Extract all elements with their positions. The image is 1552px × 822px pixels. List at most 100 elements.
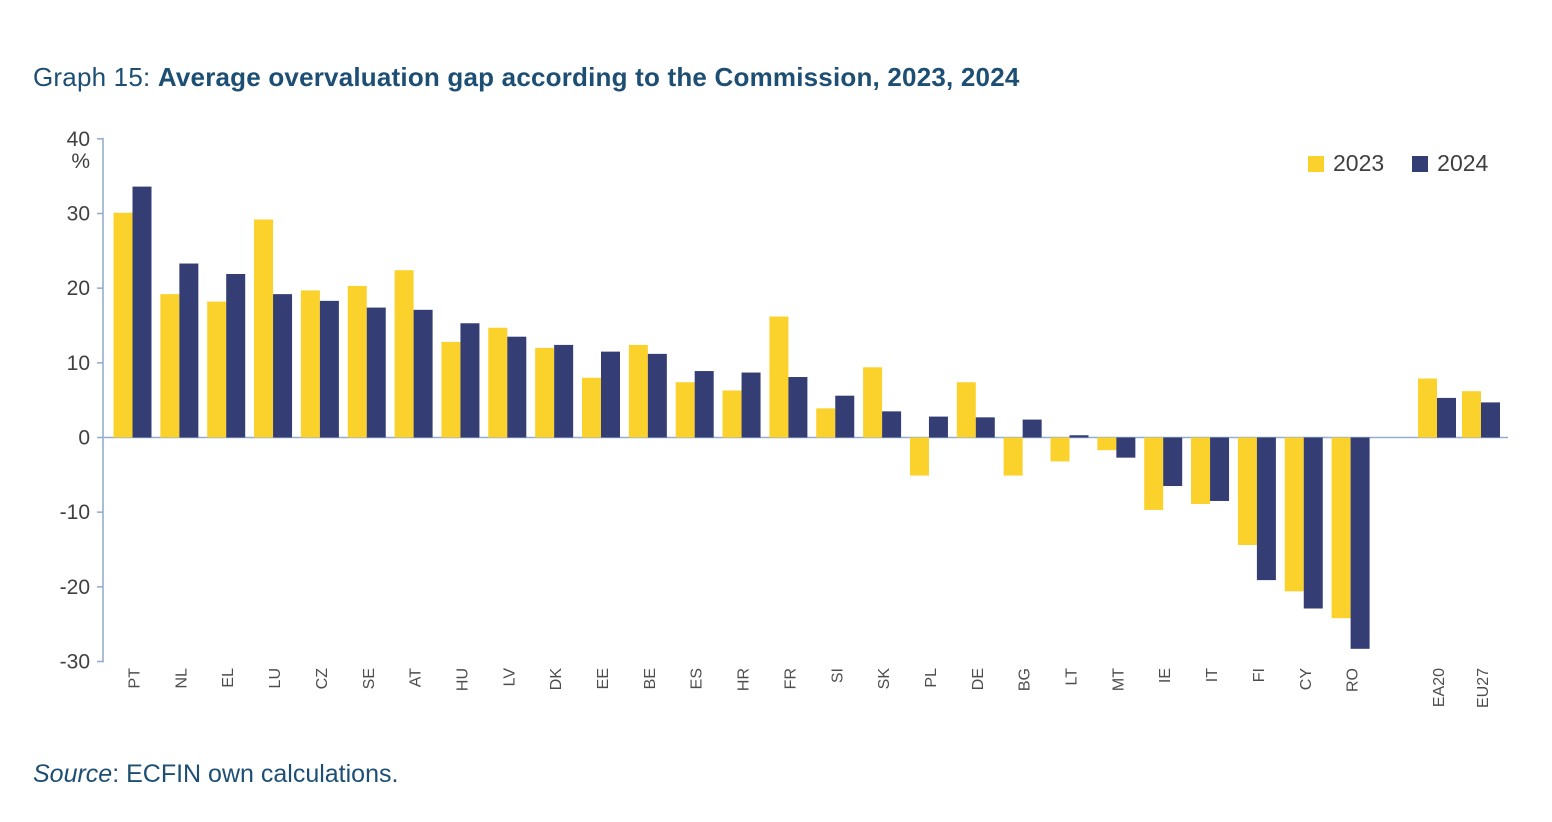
bar-IT-2023 [1191, 437, 1211, 504]
bar-HU-2024 [460, 323, 480, 438]
bar-DK-2023 [535, 347, 555, 438]
bar-ES-2023 [675, 382, 695, 438]
x-axis-label-ES: ES [689, 668, 706, 689]
x-axis-label-LU: LU [267, 668, 284, 688]
x-axis-label-DK: DK [548, 668, 565, 691]
legend-item-2023: 2023 [1308, 150, 1384, 177]
bar-BE-2024 [647, 353, 667, 438]
bar-LT-2024 [1069, 435, 1089, 438]
y-axis-tick-label: -30 [60, 651, 90, 674]
y-axis-tick-label: -20 [60, 576, 90, 599]
bar-MT-2024 [1116, 437, 1136, 458]
bar-BG-2023 [1003, 437, 1023, 476]
bar-PL-2024 [928, 416, 948, 438]
x-axis-label-SI: SI [829, 668, 846, 683]
bar-HR-2023 [722, 390, 742, 438]
legend-label-2024: 2024 [1437, 150, 1489, 176]
x-axis-label-IT: IT [1204, 668, 1221, 682]
bar-ES-2024 [694, 371, 714, 438]
bar-IE-2023 [1144, 437, 1164, 510]
bar-EE-2024 [601, 351, 620, 438]
bar-LU-2023 [254, 219, 274, 438]
bar-PL-2023 [909, 437, 929, 476]
x-axis-label-HR: HR [736, 668, 753, 691]
bar-EL-2024 [226, 273, 246, 438]
bar-FI-2023 [1237, 437, 1257, 546]
bar-FR-2023 [769, 316, 789, 438]
x-axis-label-SE: SE [361, 668, 378, 689]
bar-CY-2023 [1284, 437, 1304, 592]
bar-SE-2023 [347, 285, 367, 438]
bar-NL-2023 [160, 294, 180, 438]
bar-IE-2024 [1163, 437, 1183, 487]
bar-CZ-2023 [300, 290, 320, 438]
chart-title-prefix: Graph 15: [33, 62, 158, 92]
bar-PT-2024 [132, 186, 152, 438]
bar-EU27-2024 [1481, 402, 1500, 438]
bar-HR-2024 [741, 372, 761, 438]
bar-BE-2023 [628, 344, 648, 438]
bar-FI-2024 [1256, 437, 1276, 581]
bar-LT-2023 [1050, 437, 1070, 462]
x-axis-label-MT: MT [1110, 668, 1127, 691]
x-axis-label-EE: EE [595, 668, 612, 689]
y-axis-tick-label: 30 [67, 202, 90, 225]
chart-title: Graph 15: Average overvaluation gap acco… [33, 62, 1020, 93]
bar-SI-2024 [835, 395, 855, 438]
bar-RO-2023 [1331, 437, 1351, 619]
bar-FR-2024 [788, 377, 808, 438]
y-axis-tick-label: 0 [78, 427, 90, 450]
x-axis-label-SK: SK [876, 668, 893, 690]
x-axis-label-LV: LV [501, 668, 518, 687]
x-axis-label-RO: RO [1345, 668, 1362, 692]
bar-HU-2023 [441, 341, 461, 438]
x-axis-label-EL: EL [220, 668, 237, 688]
legend-item-2024: 2024 [1412, 150, 1488, 177]
bar-SK-2024 [882, 411, 902, 438]
x-axis-label-NL: NL [173, 668, 190, 689]
bar-SK-2023 [863, 367, 883, 438]
bar-EA20-2024 [1437, 397, 1456, 438]
x-axis-label-CZ: CZ [314, 668, 331, 690]
bar-LV-2024 [507, 336, 527, 438]
source-line: Source: ECFIN own calculations. [33, 760, 398, 789]
bar-EU27-2023 [1462, 391, 1481, 438]
x-axis-label-AT: AT [408, 668, 425, 687]
bar-BG-2024 [1022, 419, 1042, 438]
bar-IT-2024 [1210, 437, 1230, 501]
y-axis-tick-label: 20 [67, 277, 90, 300]
x-axis-label-CY: CY [1298, 668, 1315, 691]
bar-RO-2024 [1350, 437, 1370, 649]
y-axis-tick-label: 40 [67, 128, 90, 151]
bar-CZ-2024 [319, 300, 339, 438]
legend-swatch-2023 [1308, 155, 1324, 172]
x-axis-label-PL: PL [923, 668, 940, 688]
y-axis-tick-label: -10 [60, 501, 90, 524]
x-axis-label-EA20: EA20 [1431, 668, 1448, 707]
x-axis-label-BE: BE [642, 668, 659, 689]
bar-SI-2023 [816, 408, 836, 438]
bar-MT-2023 [1097, 437, 1117, 451]
x-axis-label-FR: FR [782, 668, 799, 689]
bar-EA20-2023 [1418, 378, 1437, 438]
chart-legend: 2023 2024 [1308, 150, 1488, 177]
bar-EL-2023 [207, 301, 227, 438]
x-axis-label-BG: BG [1017, 668, 1034, 691]
bar-NL-2024 [179, 263, 199, 438]
bar-LV-2023 [488, 327, 508, 438]
source-text: : ECFIN own calculations. [112, 760, 399, 788]
x-axis-label-HU: HU [454, 668, 471, 691]
x-axis-label-PT: PT [127, 668, 144, 689]
bar-EE-2023 [582, 377, 601, 438]
y-axis-tick-label: 10 [67, 352, 90, 375]
legend-swatch-2024 [1412, 155, 1429, 172]
x-axis-label-FI: FI [1251, 668, 1268, 682]
x-axis-label-EU27: EU27 [1475, 668, 1492, 708]
bar-LU-2024 [273, 294, 293, 438]
bar-CY-2024 [1303, 437, 1323, 609]
bar-PT-2023 [113, 212, 133, 438]
bar-DE-2024 [975, 417, 995, 438]
legend-label-2023: 2023 [1333, 150, 1385, 176]
